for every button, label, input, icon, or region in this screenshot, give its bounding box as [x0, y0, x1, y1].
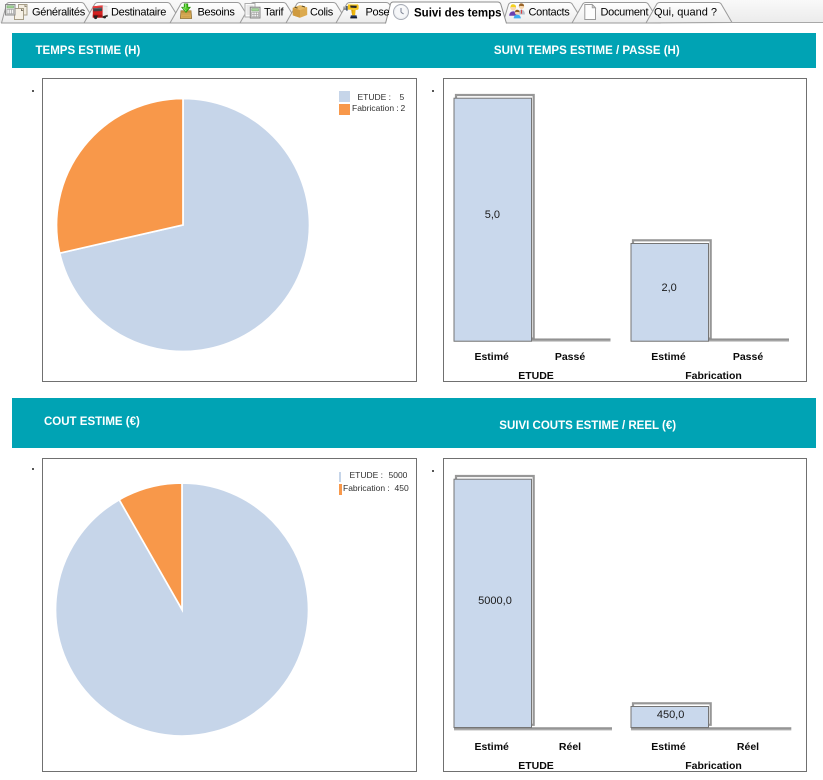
- svg-text:Tarif: Tarif: [264, 6, 285, 18]
- svg-text:Pose: Pose: [366, 6, 390, 18]
- svg-text:Document: Document: [601, 6, 649, 18]
- svg-text:Colis: Colis: [310, 6, 334, 18]
- svg-text:Qui, quand ?: Qui, quand ?: [654, 6, 717, 18]
- svg-text:Destinataire: Destinataire: [111, 6, 166, 18]
- svg-text:Contacts: Contacts: [529, 6, 571, 18]
- svg-text:Suivi des temps: Suivi des temps: [414, 7, 502, 19]
- svg-text:Besoins: Besoins: [198, 6, 236, 18]
- svg-text:Généralités: Généralités: [32, 6, 86, 18]
